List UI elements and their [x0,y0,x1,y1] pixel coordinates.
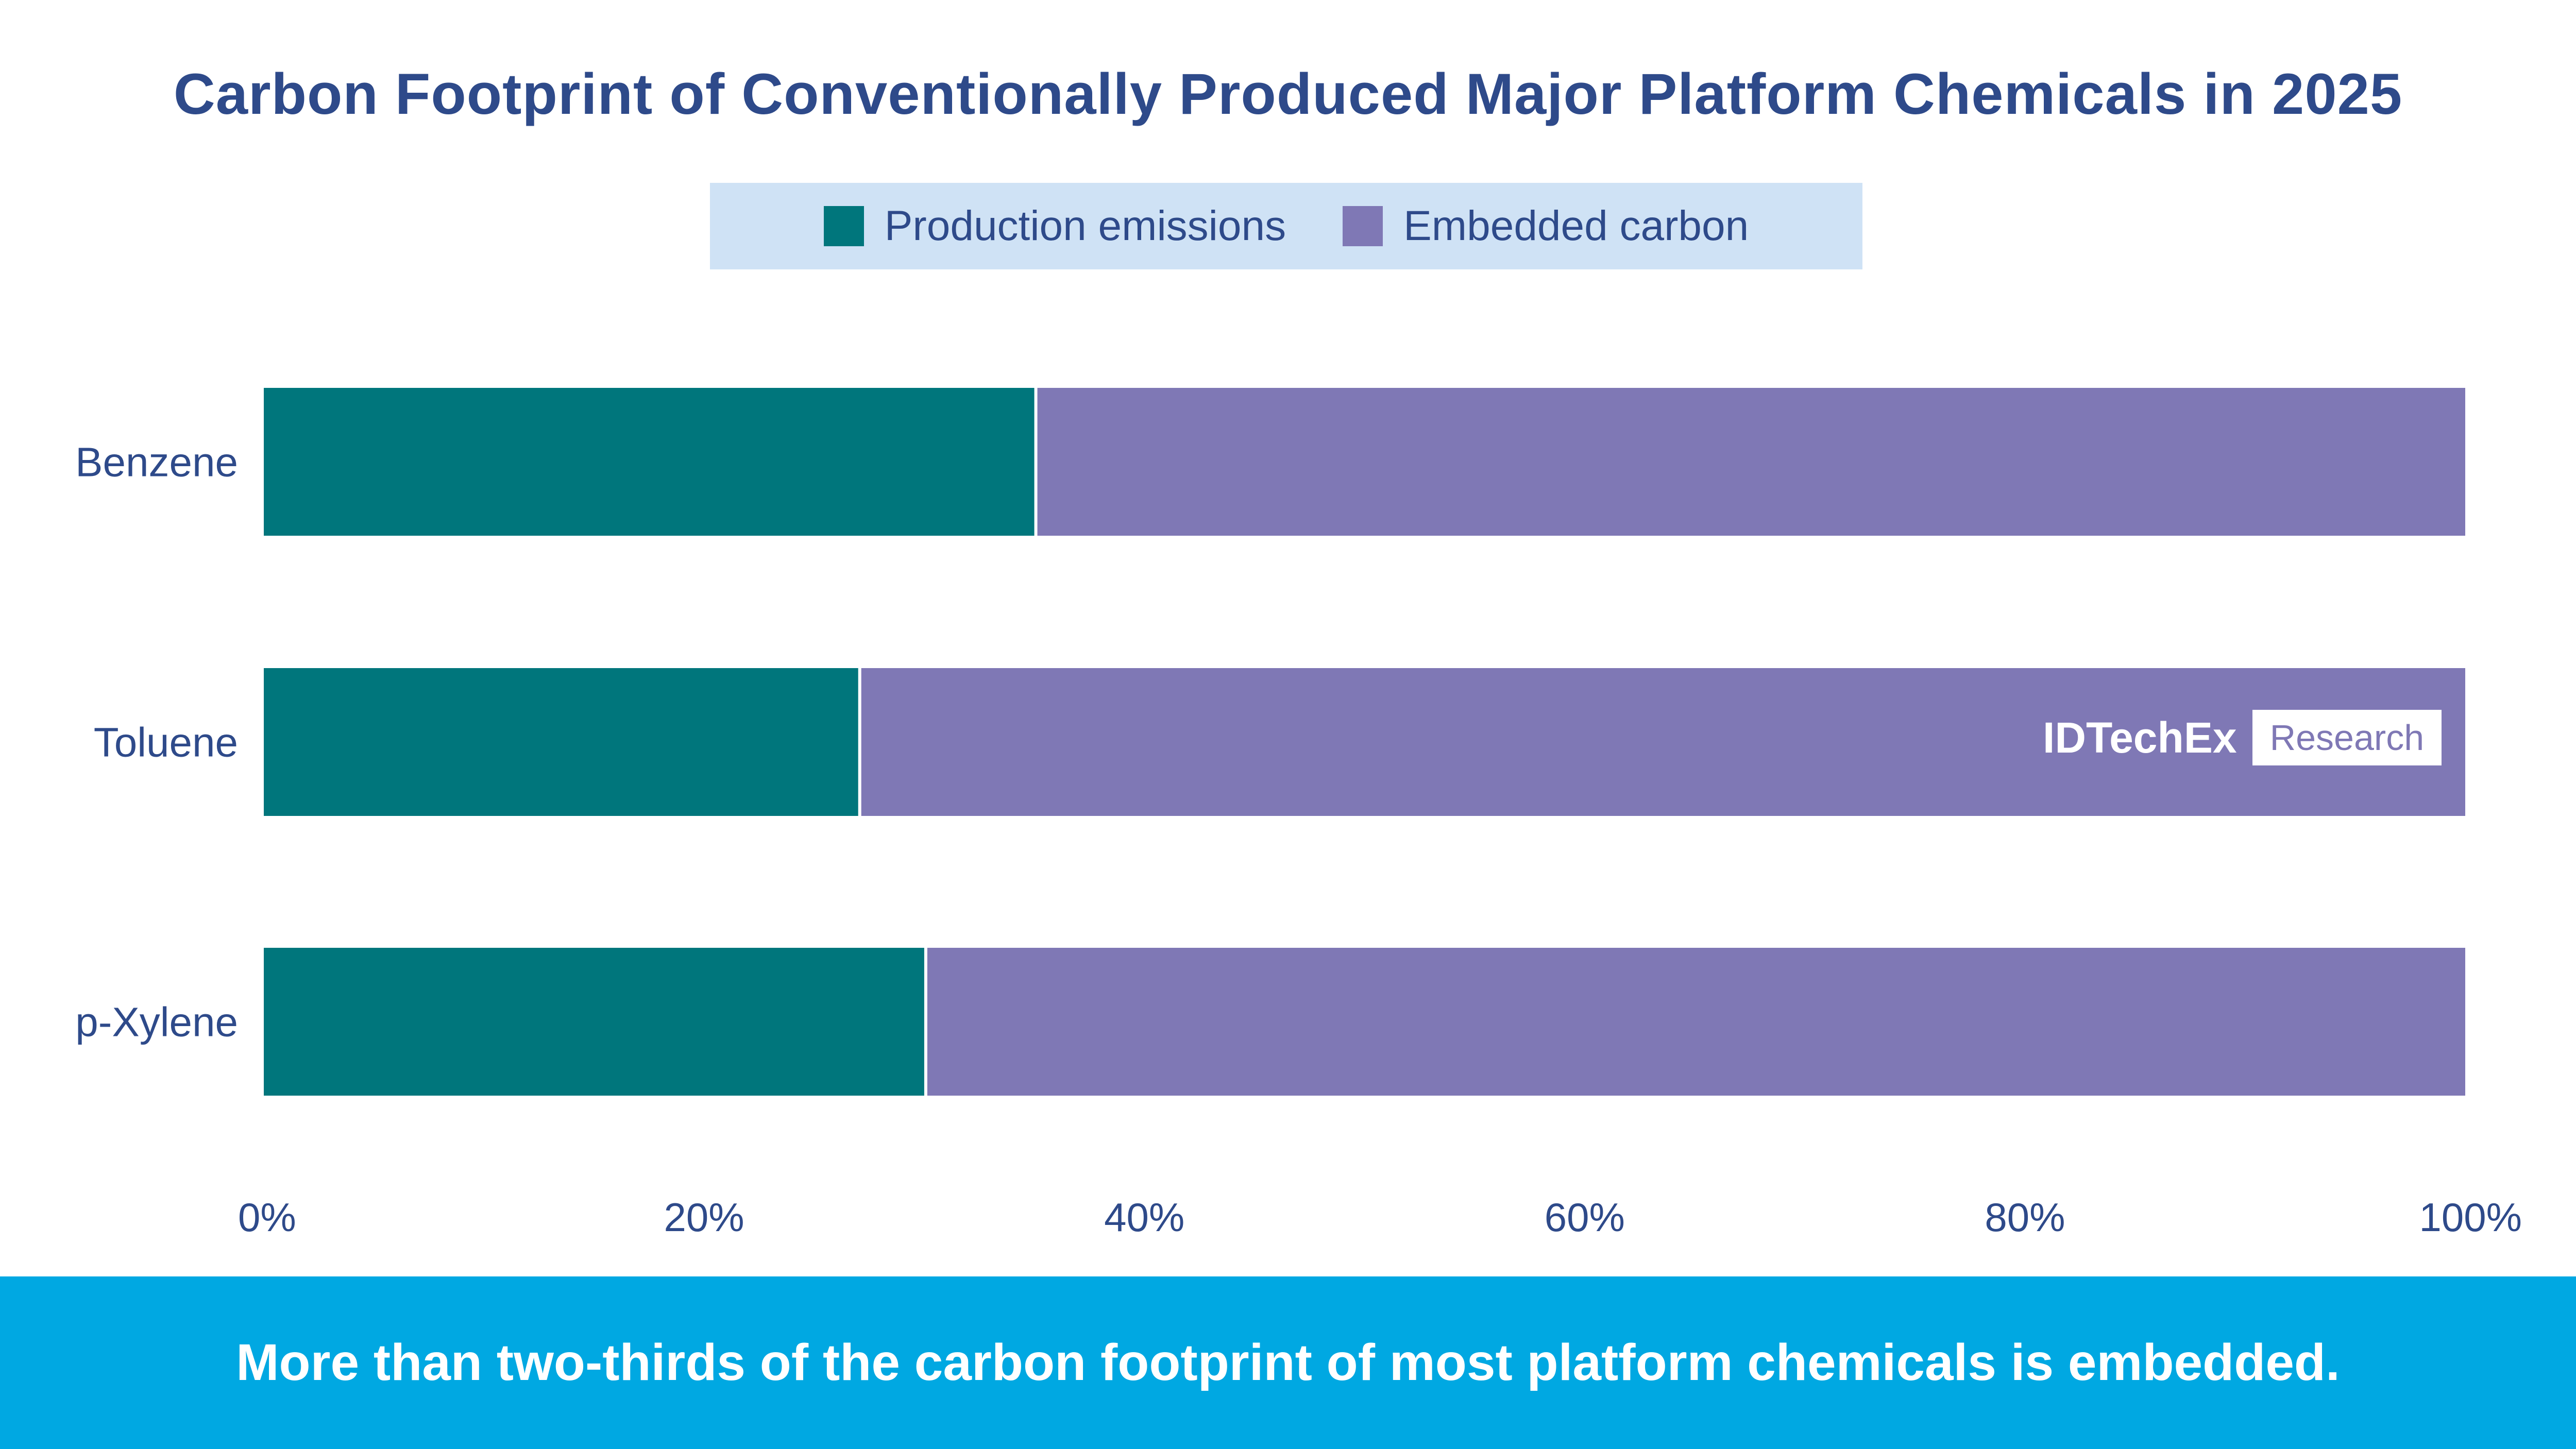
watermark: IDTechEx Research [2043,710,2442,765]
stacked-bar-chart: Benzene Toluene p-Xylene 0% 20% 40% 60% 80% 100% [75,388,2522,1240]
x-tick-label: 100% [2419,1195,2522,1240]
category-label-benzene: Benzene [75,439,238,485]
bar-benzene-production-emissions [264,388,1035,536]
footer-banner: More than two-thirds of the carbon footp… [0,1276,2576,1449]
bar-toluene-embedded-carbon [861,668,2465,816]
footer-caption: More than two-thirds of the carbon footp… [236,1334,2340,1391]
x-tick-label: 60% [1545,1195,1625,1240]
bar-p-xylene-production-emissions [264,948,924,1096]
legend-item-embedded-carbon: Embedded carbon [1343,202,1749,250]
watermark-brand: IDTechEx [2043,713,2237,762]
legend-label-embedded-carbon: Embedded carbon [1403,202,1749,249]
x-tick-label: 40% [1104,1195,1184,1240]
watermark-tag: Research [2252,710,2442,765]
legend-swatch-embedded-carbon [1343,206,1383,246]
bar-benzene-embedded-carbon [1037,388,2465,536]
x-tick-label: 0% [238,1195,296,1240]
bar-p-xylene-embedded-carbon [927,948,2466,1096]
legend-item-production-emissions: Production emissions [823,202,1286,250]
category-label-toluene: Toluene [94,720,238,765]
x-tick-label: 80% [1985,1195,2065,1240]
bar-toluene-production-emissions [264,668,858,816]
legend-label-production-emissions: Production emissions [884,202,1286,249]
chart-legend: Production emissions Embedded carbon [710,183,1862,269]
x-tick-label: 20% [664,1195,744,1240]
legend-swatch-production-emissions [823,206,864,246]
category-label-p-xylene: p-Xylene [75,999,238,1045]
chart-title: Carbon Footprint of Conventionally Produ… [173,62,2403,126]
